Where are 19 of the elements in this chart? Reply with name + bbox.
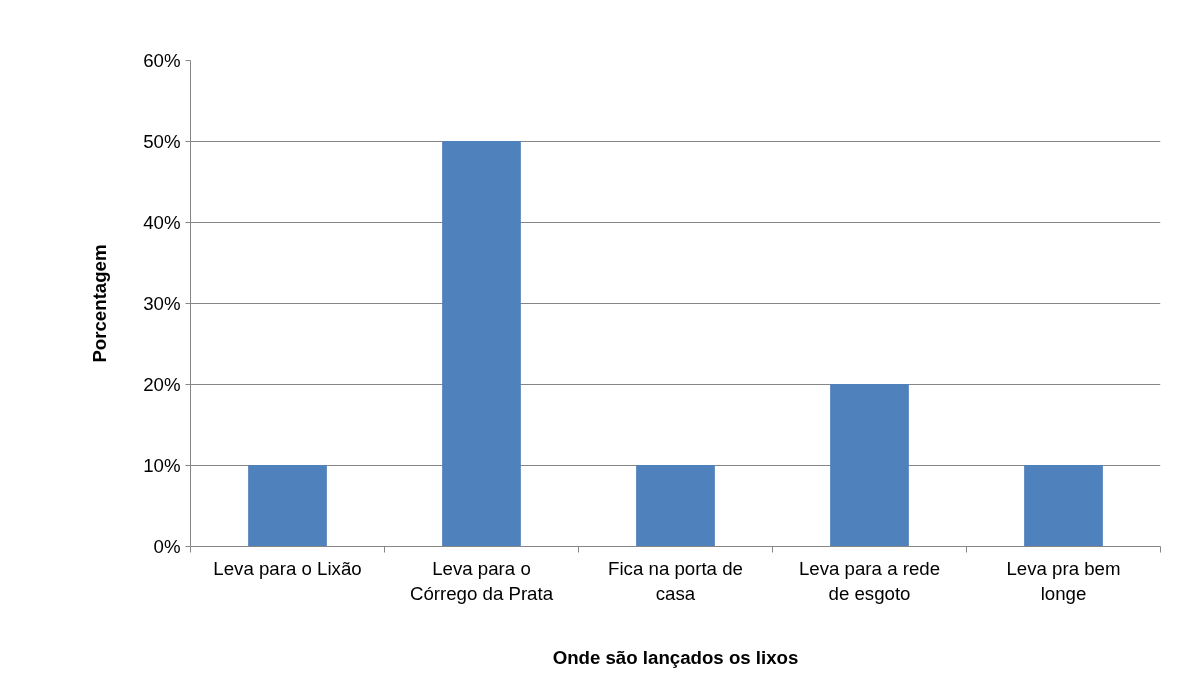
- y-tick-label: 40%: [143, 212, 181, 233]
- bar: [442, 141, 521, 547]
- bar: [830, 384, 909, 547]
- y-tick-label: 0%: [153, 536, 181, 557]
- y-tick-label: 60%: [143, 50, 181, 71]
- bar: [636, 465, 715, 547]
- x-tick-label: Leva para o Lixão: [213, 557, 362, 579]
- bar: [1024, 465, 1103, 547]
- y-tick-label: 30%: [143, 293, 181, 314]
- y-axis-title: Porcentagem: [89, 244, 111, 363]
- x-tick-label: Leva pra bem longe: [1006, 557, 1121, 604]
- y-tick-label: 50%: [143, 131, 181, 152]
- y-tick-label: 20%: [143, 374, 181, 395]
- x-tick-label: Fica na porta de casa: [608, 557, 743, 604]
- x-axis-title: Onde são lançados os lixos: [552, 646, 799, 668]
- x-tick-label: Leva para o Córrego da Prata: [409, 557, 554, 604]
- x-tick-label: Leva para a rede de esgoto: [798, 557, 941, 604]
- bar: [248, 465, 327, 547]
- y-tick-label: 10%: [143, 455, 181, 476]
